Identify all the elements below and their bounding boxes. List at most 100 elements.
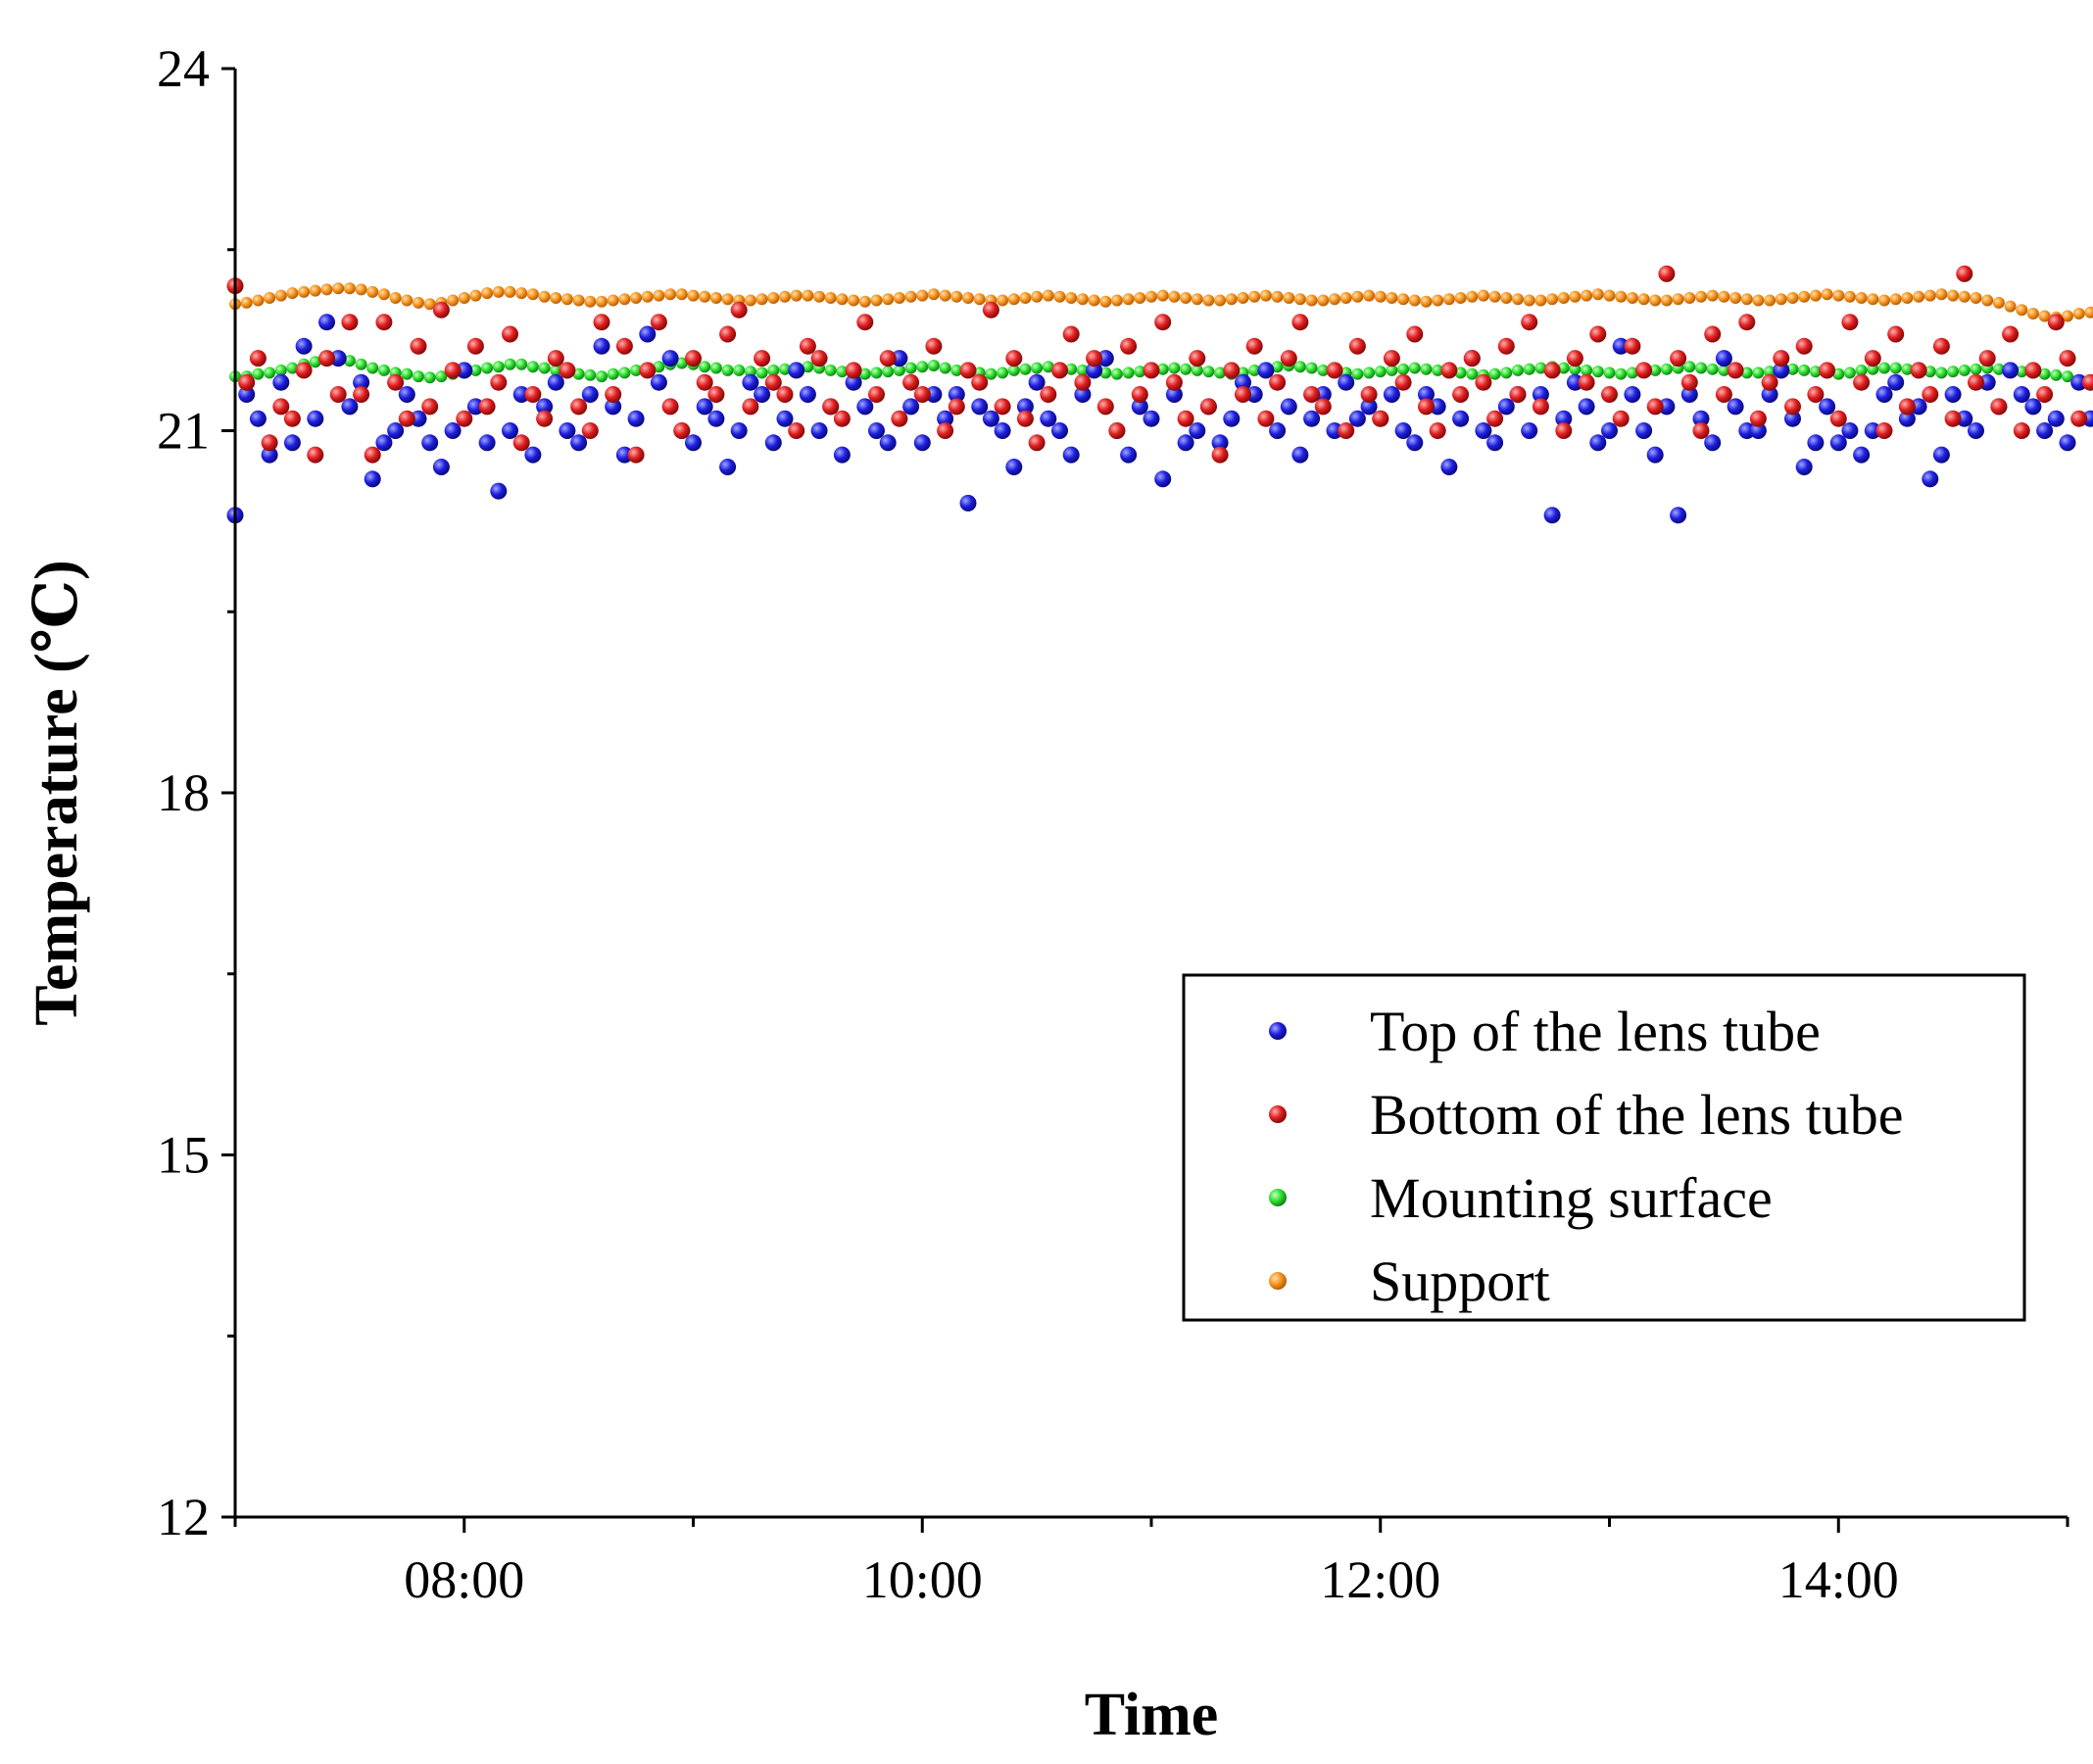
data-point — [744, 366, 756, 378]
data-point — [1420, 363, 1433, 375]
data-point — [1211, 446, 1229, 464]
data-point — [1314, 386, 1332, 403]
y-tick-label: 18 — [157, 763, 210, 822]
data-point — [719, 325, 737, 343]
data-point — [456, 362, 473, 379]
data-point — [754, 386, 771, 403]
data-point — [1454, 292, 1467, 304]
data-point — [675, 357, 688, 369]
data-point — [1889, 293, 1902, 306]
data-point — [341, 398, 359, 416]
data-point — [1843, 290, 1856, 303]
data-point — [1841, 422, 1859, 439]
data-point — [1601, 386, 1618, 403]
data-point — [664, 288, 677, 301]
data-point — [366, 362, 379, 374]
data-point — [699, 361, 711, 373]
data-point — [870, 294, 883, 307]
data-point — [458, 292, 470, 304]
data-point — [1248, 364, 1261, 376]
data-point — [2024, 398, 2042, 416]
data-point — [1775, 293, 1787, 306]
data-point — [478, 398, 496, 416]
data-point — [1062, 325, 1080, 343]
data-point — [685, 350, 702, 368]
data-point — [1786, 292, 1799, 304]
data-point — [410, 337, 427, 355]
data-point — [238, 386, 256, 403]
data-point — [1259, 289, 1272, 302]
data-point — [1351, 290, 1364, 303]
data-point — [879, 434, 897, 452]
data-point — [1099, 367, 1112, 379]
data-point — [377, 288, 390, 301]
data-point — [1683, 361, 1696, 373]
data-point — [982, 301, 999, 318]
data-point — [836, 293, 849, 306]
data-point — [1245, 386, 1263, 403]
data-point — [466, 337, 484, 355]
data-point — [904, 362, 917, 374]
data-point — [1923, 289, 1936, 302]
data-point — [364, 470, 381, 488]
data-point — [618, 367, 631, 379]
data-point — [639, 325, 657, 343]
data-point — [1088, 294, 1100, 307]
data-point — [318, 314, 335, 331]
legend-item: Mounting surface — [1269, 1166, 1773, 1230]
data-point — [822, 398, 840, 416]
data-point — [1317, 364, 1330, 376]
data-point — [1338, 373, 1355, 391]
data-point — [1189, 350, 1206, 368]
legend-item: Support — [1269, 1250, 1550, 1313]
data-point — [2013, 386, 2030, 403]
data-point — [1408, 362, 1421, 374]
legend-items: Top of the lens tube Bottom of the lens t… — [1269, 1000, 1904, 1313]
data-point — [447, 294, 460, 307]
data-point — [1855, 364, 1868, 376]
data-point — [1199, 398, 1217, 416]
data-point — [1706, 289, 1719, 302]
data-point — [413, 370, 424, 383]
legend-item: Bottom of the lens tube — [1269, 1083, 1904, 1147]
data-point — [1692, 422, 1710, 439]
data-point — [1615, 368, 1628, 380]
data-point — [1626, 367, 1638, 379]
data-point — [2047, 314, 2065, 331]
y-tick-label: 15 — [157, 1126, 210, 1185]
data-point — [675, 288, 688, 301]
data-point — [492, 361, 505, 373]
data-point — [1695, 362, 1707, 374]
data-point — [502, 325, 518, 343]
data-point — [504, 285, 516, 298]
data-point — [366, 285, 379, 298]
data-point — [547, 373, 564, 391]
data-point — [879, 350, 897, 368]
data-point — [1624, 337, 1641, 355]
series-top-of-the-lens-tube — [226, 314, 2093, 524]
data-point — [1591, 366, 1604, 378]
data-point — [1749, 410, 1767, 427]
data-point — [985, 368, 998, 380]
data-point — [1740, 367, 1753, 379]
data-point — [2013, 422, 2030, 439]
data-point — [1086, 350, 1103, 368]
data-point — [730, 301, 748, 318]
data-point — [1738, 314, 1756, 331]
data-point — [971, 373, 989, 391]
data-point — [1372, 410, 1389, 427]
data-point — [1143, 362, 1160, 379]
data-point — [618, 293, 631, 306]
data-point — [1051, 422, 1068, 439]
data-point — [1145, 290, 1157, 303]
data-point — [1670, 350, 1687, 368]
data-point — [1257, 362, 1275, 379]
data-point — [1581, 364, 1593, 376]
data-point — [252, 294, 265, 307]
data-point — [593, 337, 610, 355]
data-point — [2036, 422, 2054, 439]
data-point — [1809, 366, 1822, 378]
data-point — [1406, 434, 1424, 452]
data-point — [950, 364, 963, 376]
data-point — [502, 422, 518, 439]
